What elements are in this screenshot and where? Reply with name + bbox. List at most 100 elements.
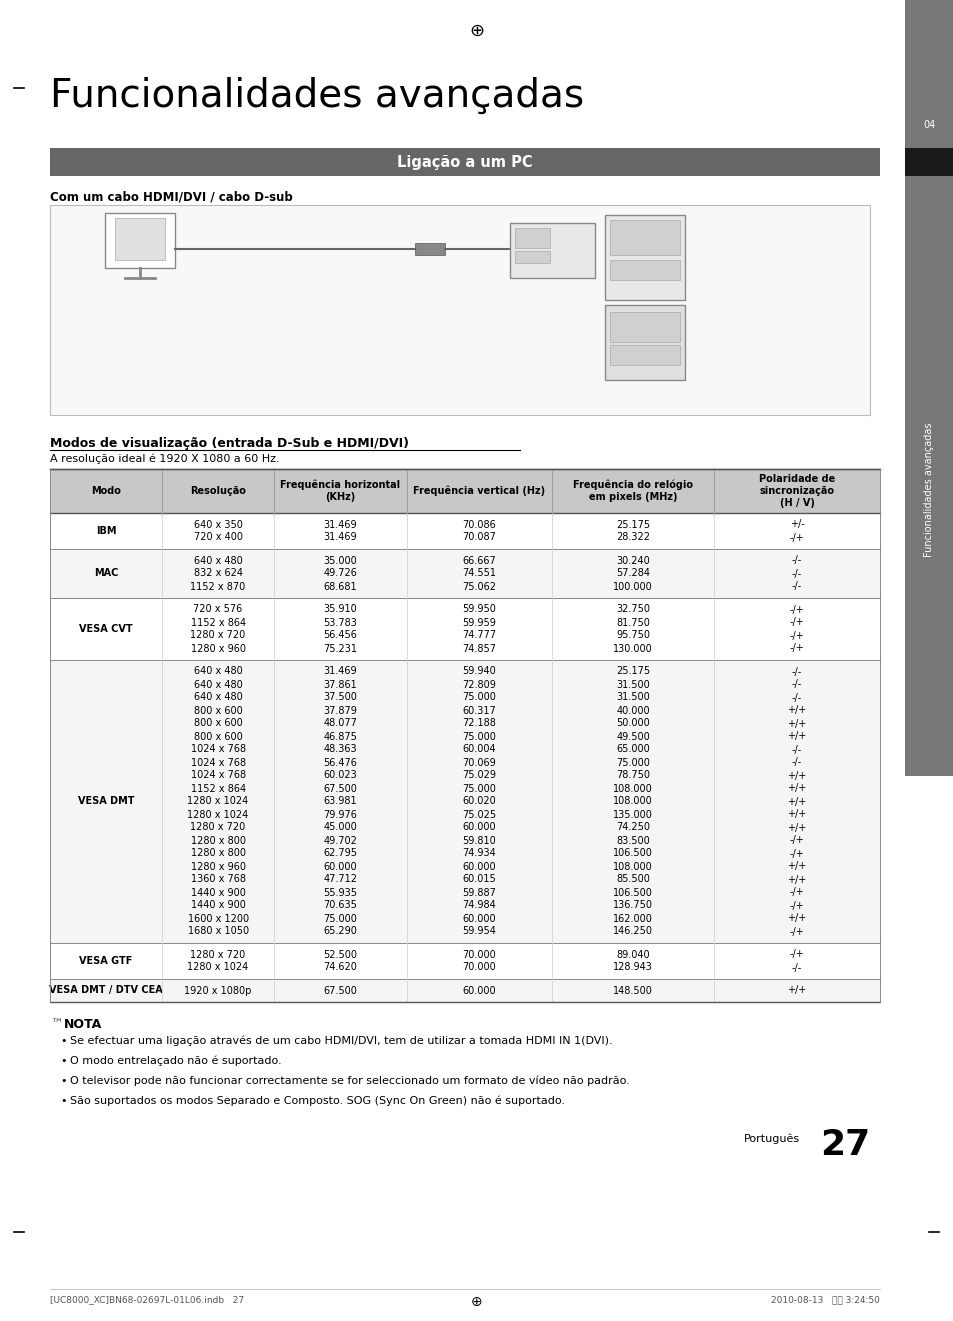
Text: O modo entrelaçado não é suportado.: O modo entrelaçado não é suportado. [70,1055,281,1066]
Bar [415,243,444,255]
Text: 135.000: 135.000 [613,810,652,819]
Text: 37.500: 37.500 [323,692,357,703]
Text: 1360 x 768: 1360 x 768 [191,875,245,885]
Text: 55.935: 55.935 [323,888,357,897]
Text: 56.456: 56.456 [323,630,357,641]
Text: 60.015: 60.015 [462,875,496,885]
Text: 52.500: 52.500 [323,950,357,959]
Text: Polaridade de
sincronização
(H / V): Polaridade de sincronização (H / V) [758,474,834,509]
Text: +/+: +/+ [786,783,806,794]
Text: 75.231: 75.231 [323,643,357,654]
Bar [50,513,879,550]
Text: 59.959: 59.959 [462,617,496,627]
Text: Ligação a um PC: Ligação a um PC [396,155,533,169]
Text: 1600 x 1200: 1600 x 1200 [188,914,249,923]
Text: +/-: +/- [789,519,803,530]
Text: 1152 x 870: 1152 x 870 [191,581,246,592]
Text: 72.809: 72.809 [462,679,496,690]
Text: Português: Português [743,1133,800,1144]
Text: 1024 x 768: 1024 x 768 [191,745,245,754]
Bar [510,223,595,277]
Text: +/+: +/+ [786,823,806,832]
Text: 74.857: 74.857 [462,643,496,654]
Text: 75.000: 75.000 [462,732,496,741]
Text: •: • [60,1096,67,1106]
Text: 62.795: 62.795 [323,848,357,859]
Text: 78.750: 78.750 [616,770,649,781]
Text: -/+: -/+ [789,888,803,897]
Text: 65.290: 65.290 [323,926,357,937]
Text: -/-: -/- [791,679,801,690]
Text: 75.000: 75.000 [616,757,649,768]
Text: MAC: MAC [93,568,118,579]
Text: 89.040: 89.040 [616,950,649,959]
Text: 1920 x 1080p: 1920 x 1080p [184,985,252,996]
Text: 31.500: 31.500 [616,679,649,690]
Text: 49.702: 49.702 [323,835,357,845]
Text: ⊕: ⊕ [469,22,484,40]
Text: 1280 x 1024: 1280 x 1024 [187,810,249,819]
Text: -/+: -/+ [789,901,803,910]
Text: 59.887: 59.887 [462,888,496,897]
Text: 31.469: 31.469 [323,519,357,530]
Text: -/-: -/- [791,667,801,676]
Text: Funcionalidades avançadas: Funcionalidades avançadas [923,423,934,557]
Text: VESA CVT: VESA CVT [79,624,132,634]
Text: -/+: -/+ [789,848,803,859]
Text: 04: 04 [923,120,935,129]
Text: +/+: +/+ [786,810,806,819]
Text: 32.750: 32.750 [616,605,649,614]
Text: 67.500: 67.500 [323,783,357,794]
Text: 640 x 350: 640 x 350 [193,519,242,530]
Text: VESA DMT / DTV CEA: VESA DMT / DTV CEA [50,985,163,996]
Text: 59.810: 59.810 [462,835,496,845]
Text: +/+: +/+ [786,770,806,781]
Text: 75.029: 75.029 [462,770,496,781]
Text: -/-: -/- [791,963,801,972]
Bar [50,550,879,598]
Text: 57.284: 57.284 [616,568,649,579]
Text: 49.726: 49.726 [323,568,357,579]
Bar [50,979,879,1003]
Text: 70.087: 70.087 [462,532,496,543]
Text: Com um cabo HDMI/DVI / cabo D-sub: Com um cabo HDMI/DVI / cabo D-sub [50,190,293,203]
Text: 148.500: 148.500 [613,985,652,996]
Text: 1680 x 1050: 1680 x 1050 [188,926,249,937]
Text: 1152 x 864: 1152 x 864 [191,617,245,627]
Text: Modo: Modo [91,486,121,495]
Text: VESA DMT: VESA DMT [78,797,134,807]
Text: 1152 x 864: 1152 x 864 [191,783,245,794]
Text: 28.322: 28.322 [616,532,649,543]
Text: Resolução: Resolução [190,486,246,495]
Text: 100.000: 100.000 [613,581,652,592]
Bar [50,205,869,415]
Text: 59.950: 59.950 [462,605,496,614]
Text: 74.777: 74.777 [462,630,497,641]
Text: 60.317: 60.317 [462,705,496,716]
Text: -/+: -/+ [789,926,803,937]
Text: Funcionalidades avançadas: Funcionalidades avançadas [50,77,583,115]
Text: A resolução ideal é 1920 X 1080 a 60 Hz.: A resolução ideal é 1920 X 1080 a 60 Hz. [50,453,279,464]
Text: São suportados os modos Separado e Composto. SOG (Sync On Green) não é suportado: São suportados os modos Separado e Compo… [70,1096,564,1107]
Text: 832 x 624: 832 x 624 [193,568,242,579]
Text: ™: ™ [50,1018,63,1030]
Bar [115,218,165,260]
Bar [604,305,684,380]
Text: -/-: -/- [791,745,801,754]
Text: 640 x 480: 640 x 480 [193,667,242,676]
Text: 63.981: 63.981 [323,797,357,807]
Text: O televisor pode não funcionar correctamente se for seleccionado um formato de v: O televisor pode não funcionar correctam… [70,1077,629,1086]
Text: -/+: -/+ [789,643,803,654]
Text: 74.934: 74.934 [462,848,496,859]
Text: -/-: -/- [791,581,801,592]
Text: 130.000: 130.000 [613,643,652,654]
Text: 60.000: 60.000 [462,823,496,832]
Text: 35.910: 35.910 [323,605,357,614]
Text: 67.500: 67.500 [323,985,357,996]
Text: 70.000: 70.000 [462,963,496,972]
Text: 162.000: 162.000 [613,914,652,923]
Text: 60.000: 60.000 [462,914,496,923]
Text: 106.500: 106.500 [613,888,652,897]
Bar [105,213,174,268]
Bar [50,660,879,943]
